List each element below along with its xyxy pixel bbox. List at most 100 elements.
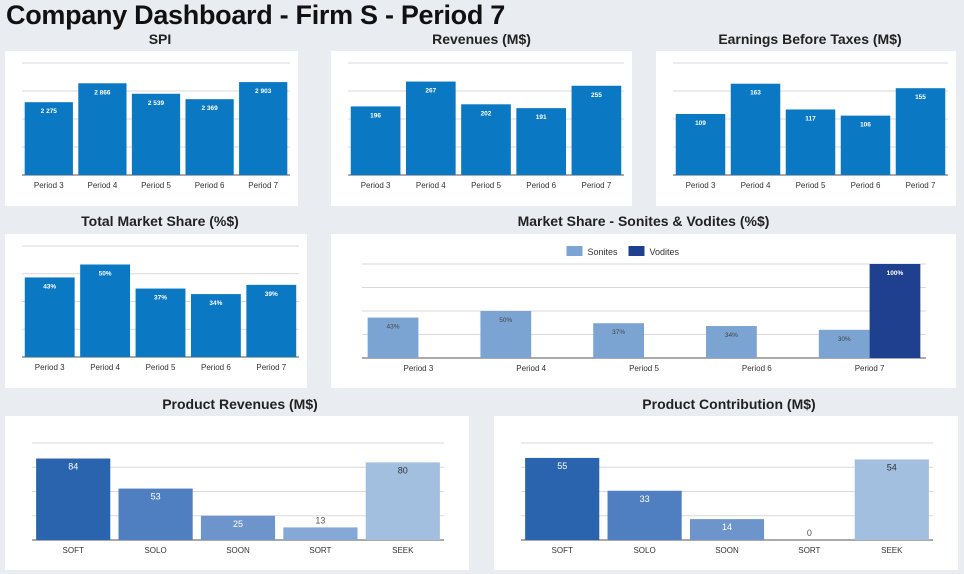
x-tick-label-sort: SORT [798,546,820,555]
data-label-sonites-period-4: 50% [499,317,512,324]
x-tick-label-period-7: Period 7 [248,181,278,190]
data-label-soft: 55 [557,461,567,471]
chart-market-share-sonites-vodites: Sonites Vodites Period 3 43% Period 4 50% Peri… [362,246,926,373]
x-tick-label-period-7: Period 7 [256,363,286,372]
data-label-period-3: 196 [370,112,381,119]
data-label-period-3: 109 [695,120,706,127]
data-label-period-4: 2 866 [94,89,111,96]
data-label-period-7: 155 [915,94,926,101]
bar-period-5 [131,93,181,175]
x-tick-label-period-7: Period 7 [855,364,885,373]
x-tick-label-sort: SORT [309,546,331,555]
x-tick-label-soon: SOON [226,546,250,555]
bar-period-6 [840,115,891,175]
chart-title-spi: SPI [148,31,172,47]
chart-panel-spi: Period 3 2 275 Period 4 2 866 Period 5 2 539 P… [5,51,298,206]
data-label-soon: 14 [722,522,732,532]
chart-total-market-share: Period 3 43% Period 4 50% Period 5 37% Period … [22,245,299,372]
chart-ebt: Period 3 109 Period 4 163 Period 5 117 Period … [673,62,948,190]
bar-soon [689,519,765,540]
bar-seek [365,462,440,540]
x-tick-label-seek: SEEK [881,546,903,555]
data-label-solo: 53 [151,492,161,502]
x-tick-label-period-5: Period 5 [629,364,659,373]
x-tick-label-period-4: Period 4 [741,181,771,190]
bar-period-6 [516,108,567,175]
bar-sonites-period-4 [480,311,532,358]
bar-solo [118,488,193,540]
chart-title-product-contribution: Product Contribution (M$) [642,396,816,412]
x-tick-label-soon: SOON [715,546,739,555]
bar-period-7 [239,82,288,175]
chart-panel-total-market-share: Period 3 43% Period 4 50% Period 5 37% Period … [5,234,307,388]
chart-title-total-market-share: Total Market Share (%$) [81,213,239,229]
bar-seek [854,459,929,540]
x-tick-label-period-7: Period 7 [582,181,612,190]
data-label-period-6: 106 [860,122,871,129]
x-tick-label-period-6: Period 6 [526,181,556,190]
data-label-period-3: 43% [43,283,56,290]
data-label-seek: 80 [398,465,408,475]
x-tick-label-period-5: Period 5 [796,181,826,190]
data-label-period-6: 34% [209,300,222,307]
x-tick-label-period-3: Period 3 [686,181,716,190]
x-tick-label-period-5: Period 5 [146,363,176,372]
data-label-soon: 25 [233,519,243,529]
data-label-period-3: 2 275 [41,108,58,115]
bar-period-5 [785,109,836,175]
data-label-period-5: 117 [805,115,816,122]
x-tick-label-period-3: Period 3 [35,363,65,372]
x-tick-label-period-4: Period 4 [88,181,118,190]
chart-panel-ebt: Period 3 109 Period 4 163 Period 5 117 Period … [656,51,956,206]
bar-period-7 [895,88,946,175]
x-tick-label-solo: SOLO [144,546,166,555]
x-tick-label-soft: SOFT [552,546,573,555]
chart-panel-product-contribution: SOFT 55 SOLO 33 SOON 14 SORT 0 SEEK 54 [494,416,958,570]
data-label-sonites-period-5: 37% [612,329,625,336]
data-label-solo: 33 [640,494,650,504]
bar-period-7 [246,284,297,357]
chart-title-market-share-sonites-vodites: Market Share - Sonites & Vodites (%$) [517,213,770,229]
bar-sonites-period-7 [818,329,870,358]
bar-period-7 [571,85,622,175]
data-label-period-7: 2 903 [255,88,272,95]
x-tick-label-soft: SOFT [63,546,84,555]
bar-period-3 [675,113,726,175]
data-label-sonites-period-7: 30% [838,336,851,343]
data-label-period-6: 191 [536,114,547,121]
x-tick-label-period-4: Period 4 [90,363,120,372]
bar-period-4 [78,83,127,175]
x-tick-label-period-4: Period 4 [516,364,546,373]
data-label-period-7: 255 [591,92,602,99]
chart-spi: Period 3 2 275 Period 4 2 866 Period 5 2 539 P… [22,62,290,190]
data-label-period-5: 202 [481,110,492,117]
data-label-sonites-period-6: 34% [725,332,738,339]
x-tick-label-period-3: Period 3 [404,364,434,373]
data-label-period-5: 2 539 [148,100,165,107]
bar-soon [200,515,276,540]
x-tick-label-period-3: Period 3 [34,181,64,190]
bar-sonites-period-6 [706,326,757,358]
bar-period-3 [350,106,401,175]
x-tick-label-seek: SEEK [392,546,414,555]
bar-period-6 [190,294,241,357]
chart-title-product-revenues: Product Revenues (M$) [162,396,318,412]
chart-panel-market-share-sonites-vodites: Sonites Vodites Period 3 43% Period 4 50% Peri… [331,234,956,388]
legend-label-vodites: Vodites [650,247,680,257]
data-label-period-4: 267 [425,88,436,95]
legend-swatch-sonites [566,246,583,256]
bar-soft [525,457,600,540]
data-label-seek: 54 [887,462,897,472]
data-label-sonites-period-3: 43% [387,324,400,331]
chart-panel-product-revenues: SOFT 84 SOLO 53 SOON 25 SORT 13 SEEK 80 [5,416,469,570]
data-label-period-4: 163 [750,90,761,97]
bar-period-5 [461,104,511,175]
bar-period-4 [80,264,131,357]
x-tick-label-period-5: Period 5 [471,181,501,190]
legend-label-sonites: Sonites [588,247,619,257]
bar-sort [283,527,358,540]
legend-swatch-vodites [628,246,645,256]
bar-period-6 [185,99,234,175]
x-tick-label-period-5: Period 5 [141,181,171,190]
bar-sonites-period-5 [593,323,644,358]
